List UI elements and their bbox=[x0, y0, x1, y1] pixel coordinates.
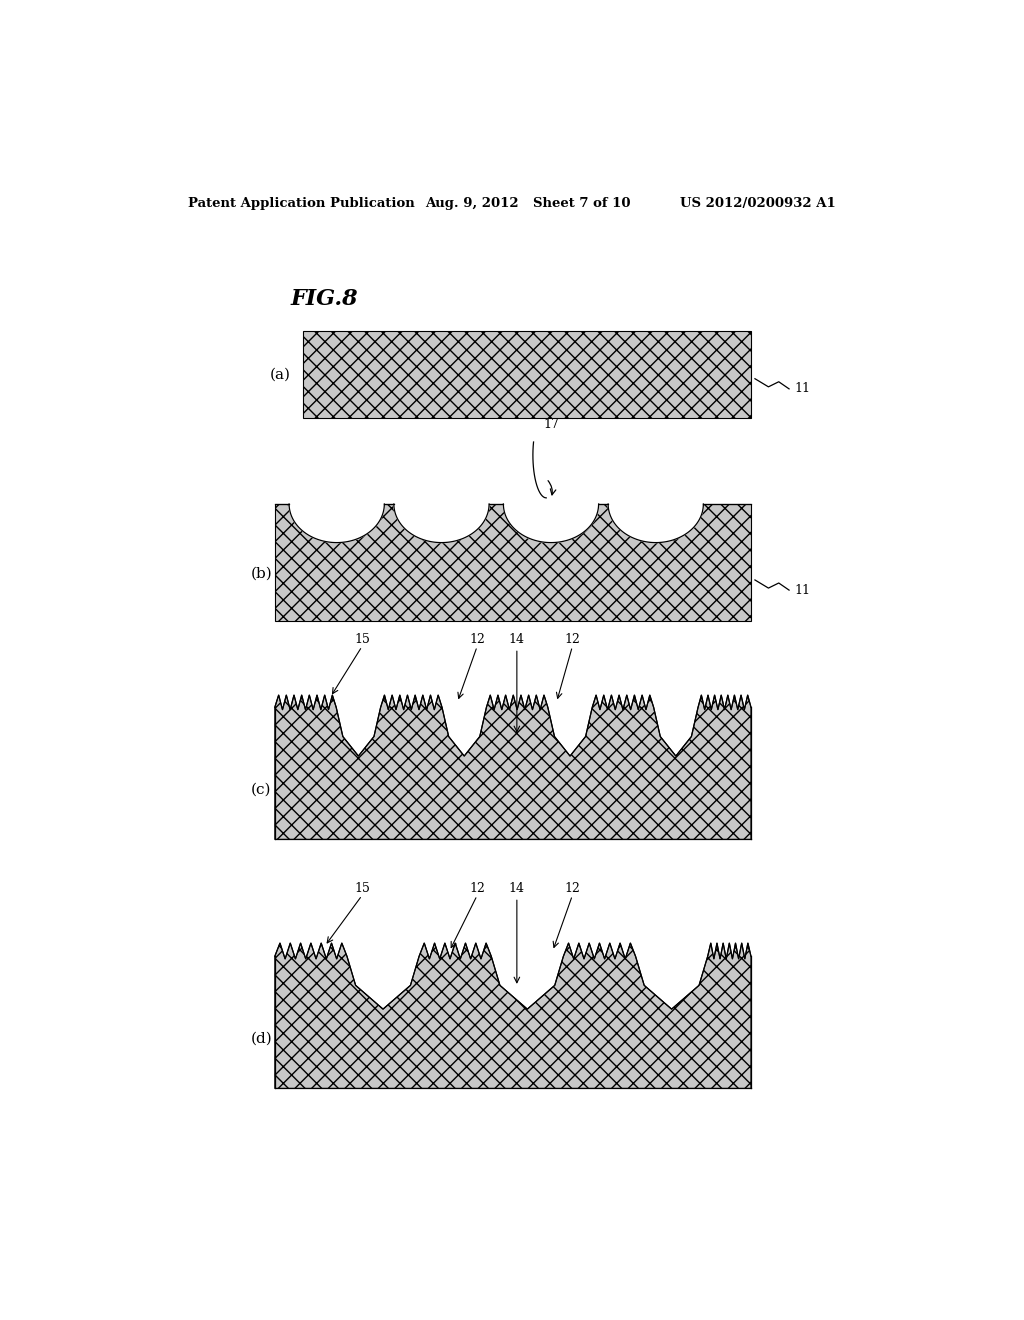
Text: 14: 14 bbox=[509, 634, 525, 647]
Polygon shape bbox=[504, 504, 599, 543]
Text: 14: 14 bbox=[509, 882, 525, 895]
Bar bbox=[303, 331, 751, 417]
Text: Sheet 7 of 10: Sheet 7 of 10 bbox=[532, 197, 630, 210]
Text: 15: 15 bbox=[354, 634, 370, 647]
Text: 12: 12 bbox=[469, 882, 485, 895]
Text: (c): (c) bbox=[251, 783, 271, 796]
Text: (a): (a) bbox=[269, 367, 290, 381]
Polygon shape bbox=[274, 942, 751, 1089]
Text: Aug. 9, 2012: Aug. 9, 2012 bbox=[426, 197, 519, 210]
Text: (d): (d) bbox=[251, 1031, 272, 1045]
Bar bbox=[274, 504, 751, 620]
Polygon shape bbox=[274, 696, 751, 840]
Text: 11: 11 bbox=[795, 383, 811, 396]
Text: (b): (b) bbox=[251, 568, 272, 581]
Polygon shape bbox=[394, 504, 489, 543]
Text: 17: 17 bbox=[543, 418, 559, 430]
Polygon shape bbox=[289, 504, 384, 543]
Text: 12: 12 bbox=[469, 634, 485, 647]
Text: 15: 15 bbox=[354, 882, 370, 895]
Text: 12: 12 bbox=[564, 634, 581, 647]
Text: US 2012/0200932 A1: US 2012/0200932 A1 bbox=[680, 197, 836, 210]
Text: Patent Application Publication: Patent Application Publication bbox=[187, 197, 415, 210]
Polygon shape bbox=[608, 504, 703, 543]
Text: 11: 11 bbox=[795, 583, 811, 597]
Text: FIG.8: FIG.8 bbox=[291, 289, 358, 310]
Text: 12: 12 bbox=[564, 882, 581, 895]
